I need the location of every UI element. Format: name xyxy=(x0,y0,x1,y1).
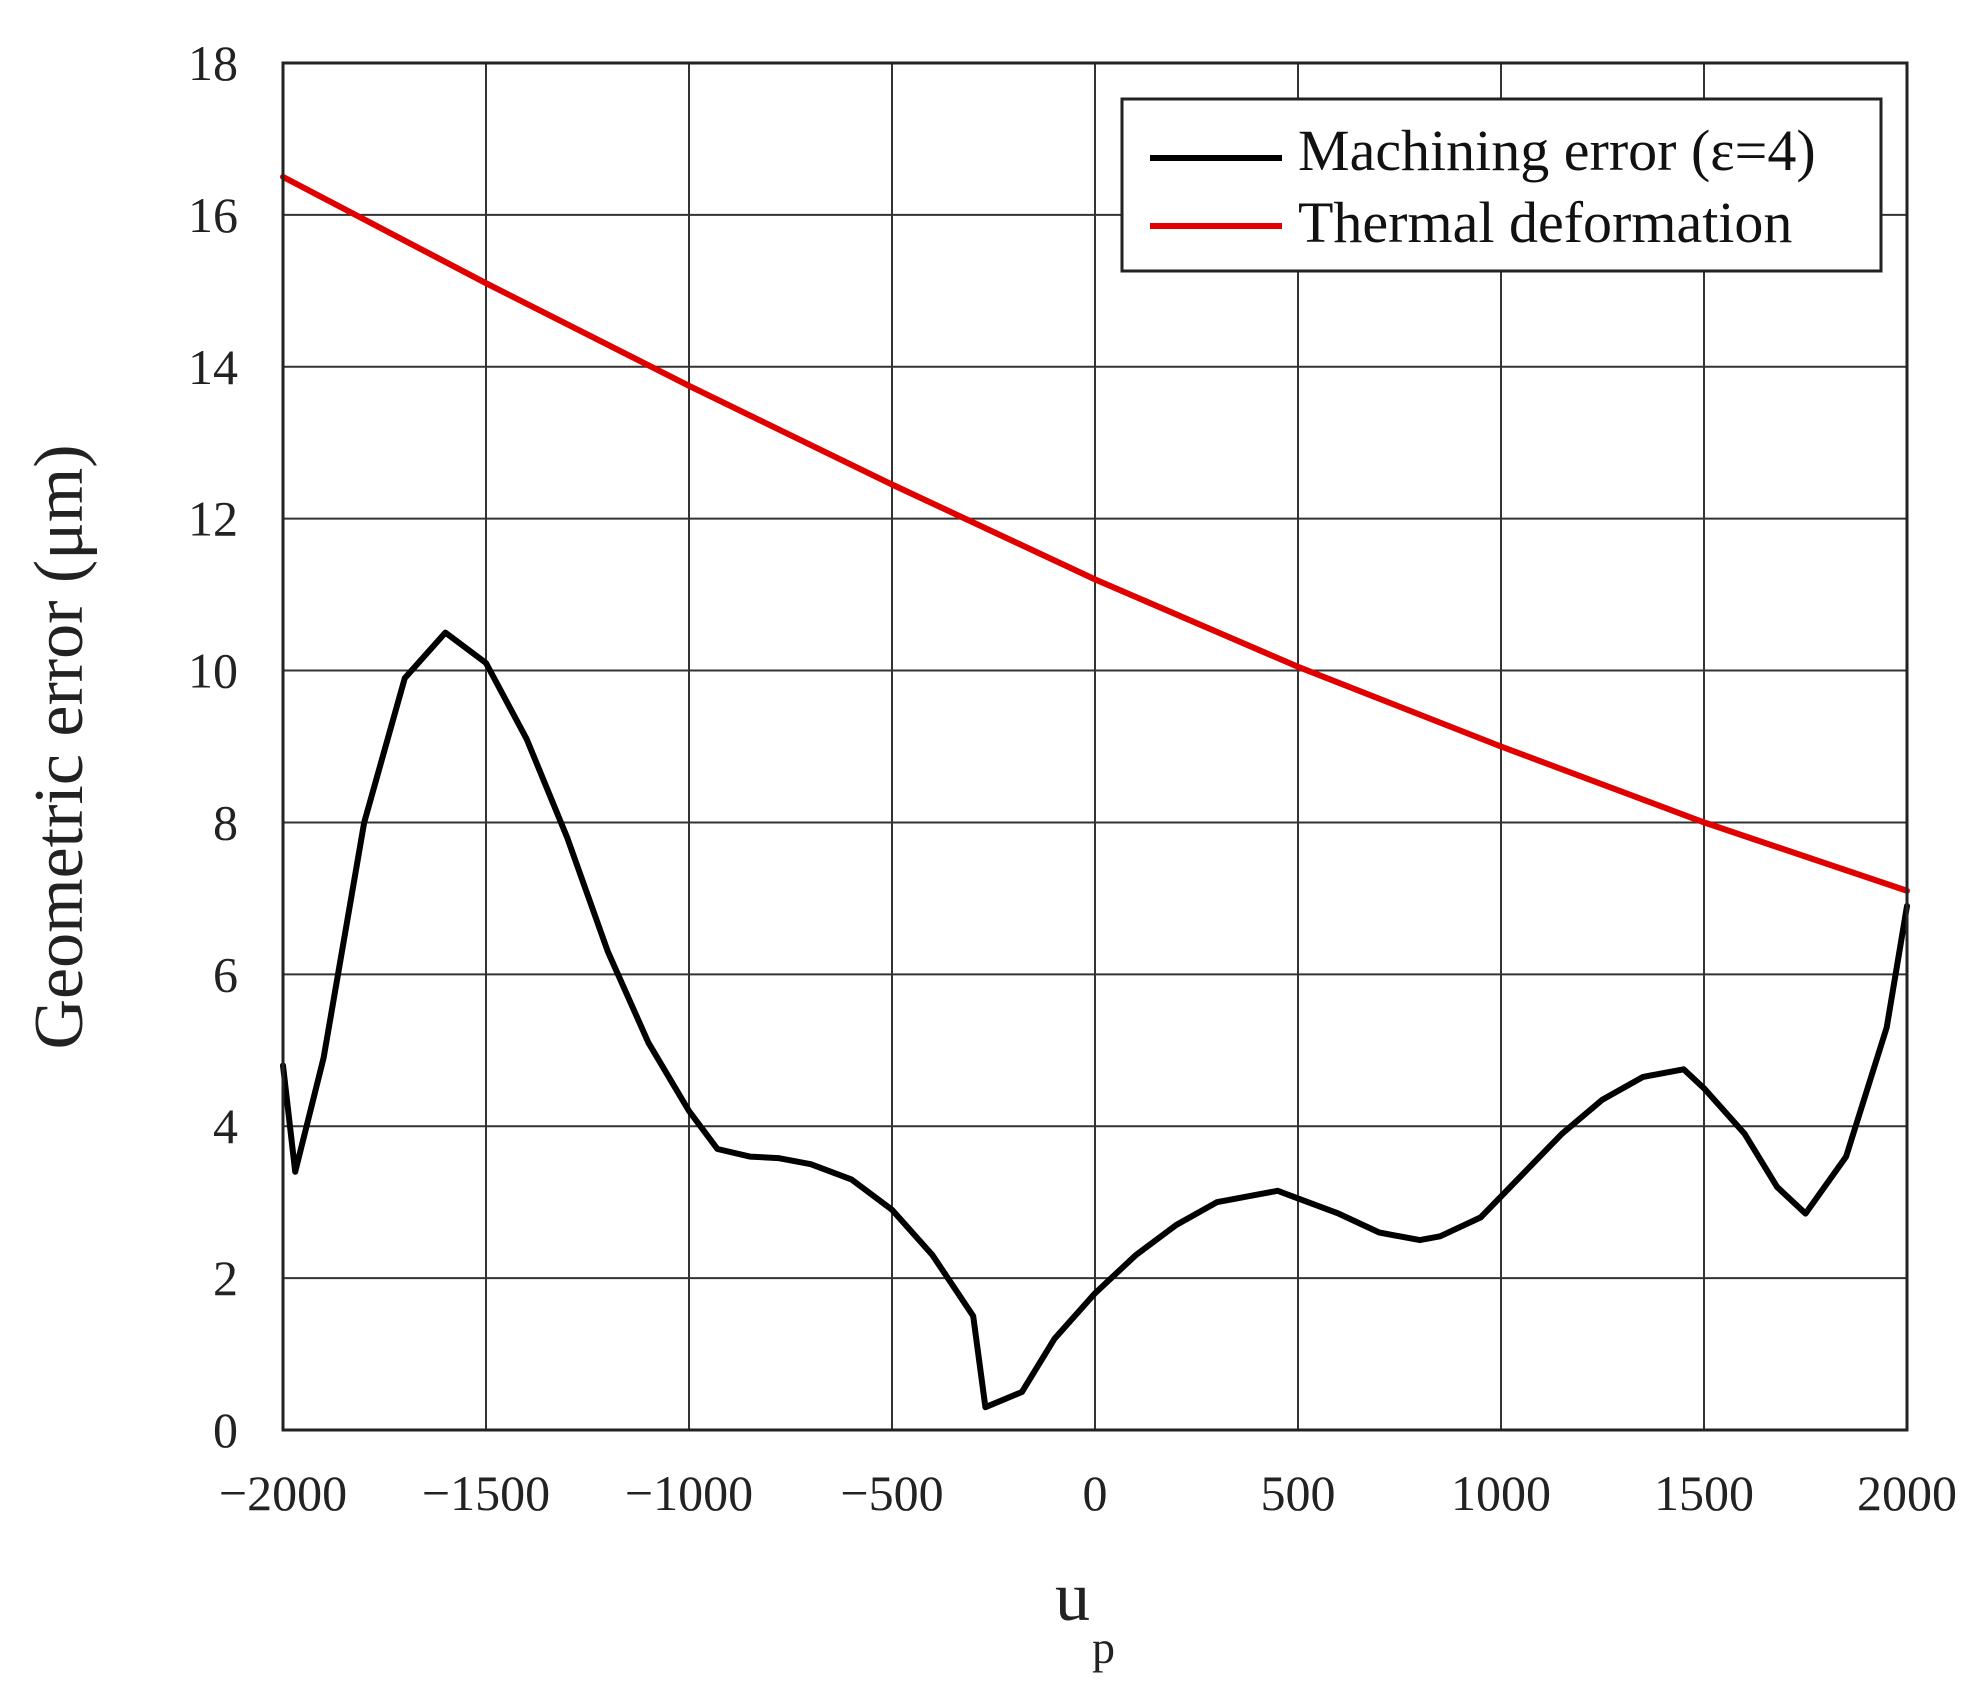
y-tick-label: 2 xyxy=(213,1250,238,1306)
x-tick-label: −1000 xyxy=(625,1465,753,1521)
y-tick-label: 18 xyxy=(188,35,238,91)
y-tick-label: 6 xyxy=(213,946,238,1002)
x-tick-label: 0 xyxy=(1083,1465,1108,1521)
grid xyxy=(283,63,1907,1430)
plot-frame xyxy=(281,61,1909,1432)
x-tick-label: 1000 xyxy=(1451,1465,1551,1521)
x-tick-label: 500 xyxy=(1261,1465,1336,1521)
x-axis-title-subscript: p xyxy=(1092,1622,1115,1673)
x-tick-label: −1500 xyxy=(422,1465,550,1521)
legend-box xyxy=(1120,97,1883,273)
x-tick-label: −2000 xyxy=(219,1465,347,1521)
y-tick-label: 12 xyxy=(188,491,238,547)
series-line-thermal-deformation xyxy=(280,173,1910,894)
series-line-machining-error xyxy=(280,629,1910,1411)
y-tick-labels: 0 2 4 6 8 10 12 14 16 18 xyxy=(188,35,238,1458)
x-tick-label: 1500 xyxy=(1654,1465,1754,1521)
y-tick-label: 10 xyxy=(188,643,238,699)
x-axis-title: u xyxy=(1055,1559,1090,1636)
y-tick-label: 8 xyxy=(213,794,238,850)
x-tick-label: 2000 xyxy=(1857,1465,1957,1521)
y-tick-label: 0 xyxy=(213,1402,238,1458)
y-tick-label: 16 xyxy=(188,187,238,243)
y-tick-label: 4 xyxy=(213,1098,238,1154)
y-tick-label: 14 xyxy=(188,339,238,395)
legend-label-thermal-deformation: Thermal deformation xyxy=(1298,190,1792,255)
series-lines xyxy=(280,173,1910,1411)
x-tick-label: −500 xyxy=(840,1465,943,1521)
y-axis-title: Geometric error (μm) xyxy=(21,444,98,1049)
x-tick-labels: −2000 −1500 −1000 −500 0 500 1000 1500 2000 xyxy=(219,1465,1957,1521)
legend: Machining error (ε=4) Thermal deformatio… xyxy=(1120,97,1883,273)
legend-label-machining-error: Machining error (ε=4) xyxy=(1298,118,1816,183)
